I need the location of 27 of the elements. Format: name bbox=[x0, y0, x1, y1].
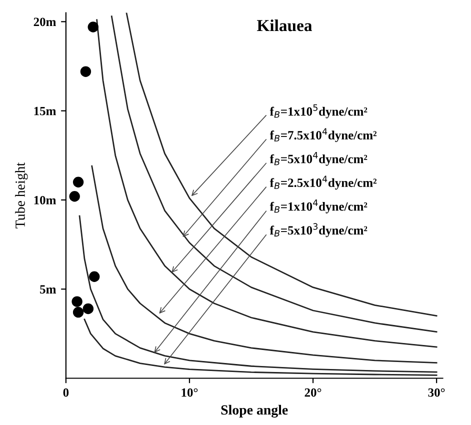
y-axis-title: Tube height bbox=[15, 162, 28, 228]
x-tick-label: 30° bbox=[428, 388, 445, 397]
x-tick-label: 10° bbox=[182, 388, 198, 397]
point bbox=[72, 306, 84, 318]
point bbox=[80, 66, 92, 77]
y-tick-label: 10m bbox=[34, 196, 56, 204]
annotation: f$_{B}$=5x10$^{4}$dyne/cm² bbox=[270, 152, 368, 166]
point bbox=[69, 191, 80, 202]
point bbox=[89, 271, 100, 282]
annotation: f$_{B}$=5x10$^{3}$dyne/cm² bbox=[270, 223, 368, 238]
point bbox=[82, 303, 94, 314]
point bbox=[72, 176, 84, 188]
line-series bbox=[78, 215, 438, 373]
annotation: f$_{B}$=1x10$^{4}$dyne/cm² bbox=[270, 199, 368, 214]
x-axis-title: Slope angle bbox=[221, 404, 288, 418]
x-tick-label: 20° bbox=[304, 388, 322, 397]
point bbox=[72, 296, 82, 307]
annotation: f$_{B}$=7.5x10$^{4}$dyne/cm² bbox=[270, 128, 377, 142]
x-tick-label: 0 bbox=[63, 388, 69, 397]
y-tick-label: 15m bbox=[34, 106, 56, 116]
line-series bbox=[91, 165, 438, 364]
annotation: f$_{B}$=1x10$^{5}$dyne/cm² bbox=[270, 104, 368, 118]
y-tick-label: 5m bbox=[40, 285, 56, 294]
point bbox=[88, 22, 98, 32]
chart-title: Kilauea bbox=[256, 19, 312, 32]
annotation: f$_{B}$=2.5x10$^{4}$dyne/cm² bbox=[270, 176, 377, 190]
y-tick-label: 20m bbox=[34, 18, 56, 26]
